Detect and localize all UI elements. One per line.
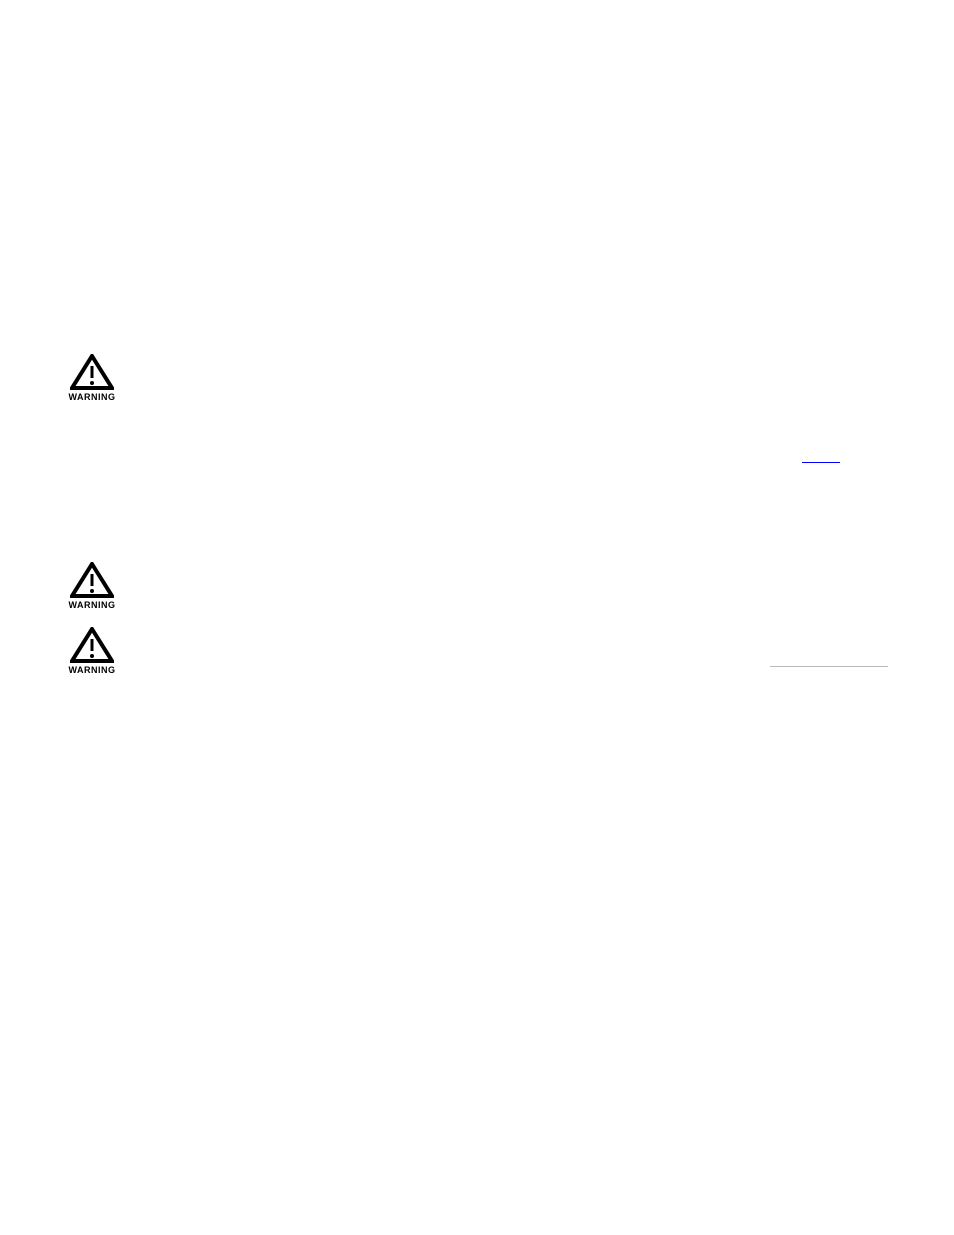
link-underline-separator <box>770 666 888 667</box>
table-3-link[interactable]: Table 3 <box>802 448 841 463</box>
installing-faceplate-step-1: 1. Position the faceplate over the insta… <box>64 178 890 210</box>
section-title-power-budget: Power Budget <box>64 233 890 257</box>
section-title-installing-faceplate: Installing the Faceplate <box>64 118 890 142</box>
header-breadcrumb: Installing the Faceplate Power Budget <box>757 58 890 90</box>
footer-doc-title: CoreBuilder 9000 Release Notes for the M… <box>64 1180 508 1195</box>
warning-icon: WARNING <box>64 354 120 403</box>
warning-icon: WARNING <box>64 562 120 611</box>
header-line-2: Power Budget <box>757 74 890 90</box>
power-budget-p2: The amount of customer available power b… <box>64 431 890 463</box>
power-budget-p1: Total customer power budget for the 8000… <box>64 295 890 344</box>
warning-1-text: If you exceed the power budget while the… <box>142 354 890 415</box>
header-line-1: Installing the Faceplate <box>757 58 890 74</box>
warning-3-text: An additional cooling fan is required fo… <box>142 627 890 688</box>
warning-block-2: WARNING To prevent exceeding the power b… <box>64 562 890 611</box>
footer-page-number: 2-21 <box>868 1180 890 1195</box>
installing-faceplate-intro: After all of the I/O oversubscription ca… <box>64 152 890 168</box>
warning-block-3: WARNING An additional cooling fan is req… <box>64 627 890 688</box>
warning-label: WARNING <box>64 391 120 403</box>
warning-2-text: To prevent exceeding the power budget, v… <box>142 562 890 606</box>
warning-label: WARNING <box>64 599 120 611</box>
warning-label: WARNING <box>64 664 120 676</box>
subsection-title-power-budget-8000: Power Budget in an 8000 PowerTower <box>64 271 890 289</box>
page-footer: CoreBuilder 9000 Release Notes for the M… <box>64 1180 890 1195</box>
power-requirements-p1: The 8000 GEN and FEN modules can support… <box>64 519 890 551</box>
warning-block-1: WARNING If you exceed the power budget w… <box>64 354 890 415</box>
section-title-power-requirements: Power Requirements <box>64 485 890 509</box>
warning-icon: WARNING <box>64 627 120 676</box>
